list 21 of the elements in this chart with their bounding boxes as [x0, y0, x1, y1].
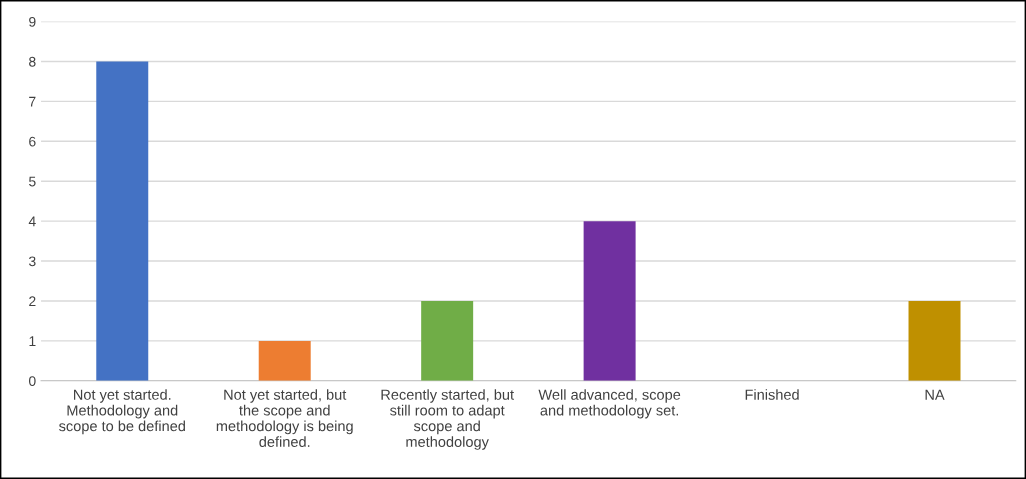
- bar: [258, 340, 311, 381]
- x-tick-label: Not yet started, but the scope and methodology is being defined.: [216, 389, 353, 447]
- y-tick-label: 4: [28, 216, 36, 227]
- y-tick-label: 8: [29, 56, 36, 67]
- bar: [96, 61, 149, 381]
- x-tick-label: NA: [925, 389, 945, 400]
- bar: [421, 300, 474, 381]
- y-tick-label: 1: [29, 336, 36, 346]
- y-tick-label: 0: [29, 376, 36, 386]
- x-tick-label: Finished: [745, 389, 799, 400]
- y-tick-label: 7: [29, 96, 36, 107]
- y-tick-label: 5: [29, 176, 36, 187]
- x-tick-label: Well advanced, scope and methodology set.: [538, 389, 681, 419]
- bar: [908, 300, 961, 381]
- x-tick-label: Recently started, but still room to adapt scope and methodology: [381, 389, 514, 450]
- y-tick-label: 3: [28, 256, 36, 267]
- bar: [583, 221, 636, 381]
- y-tick-label: 6: [29, 136, 36, 147]
- x-tick-label: Not yet started. Methodology and scope to be defined: [59, 389, 185, 435]
- y-tick-label: 2: [29, 296, 36, 306]
- y-tick-label: 9: [29, 16, 36, 27]
